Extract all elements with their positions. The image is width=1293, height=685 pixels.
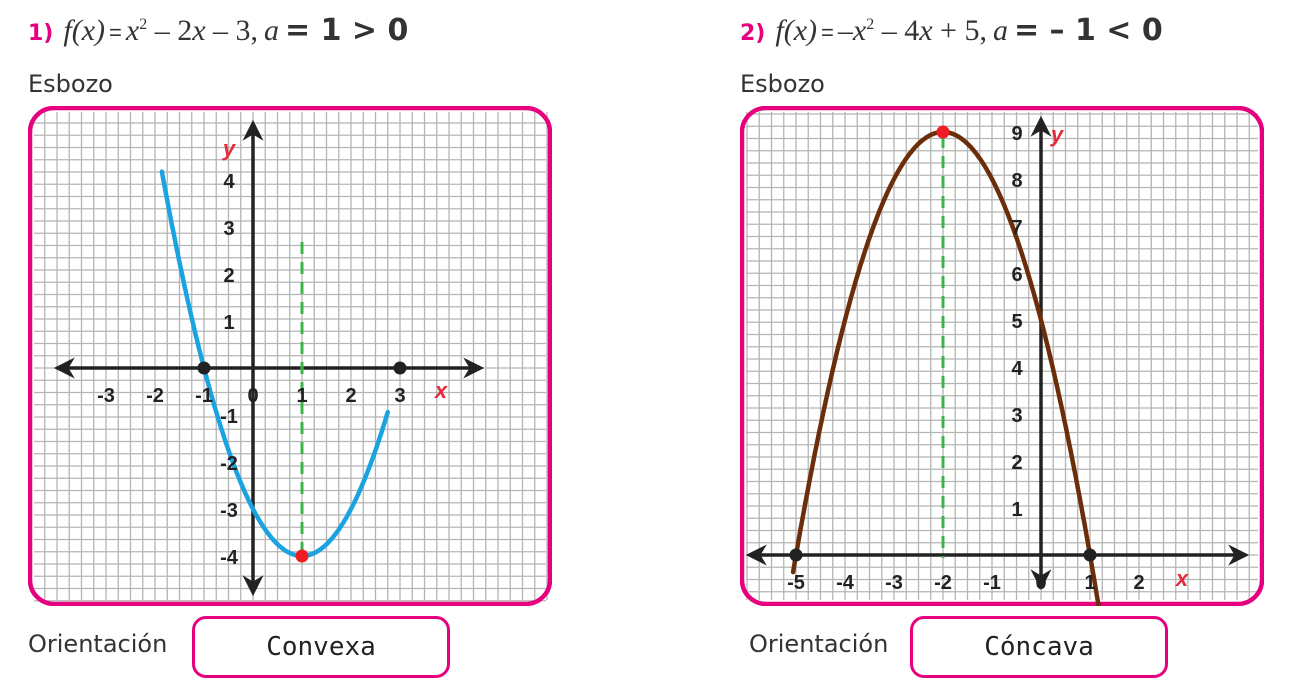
x-tick-label: -1 [195,385,213,407]
problem-number: 2) [740,21,766,46]
y-tick-label: 2 [1011,452,1022,474]
problem-2-panel: 2) f(x) = –x2 – 4x + 5, a = – 1 < 0 Esbozo -5… [712,0,1293,685]
parabola-curve [159,169,391,559]
y-tick-label: 1 [1011,499,1022,521]
grid [34,112,548,602]
y-tick-label: 6 [1011,264,1022,286]
vertex-point [936,125,950,139]
orientation-label: Orientación [749,630,889,658]
y-tick-label: -4 [220,547,239,569]
y-tick-label: 4 [223,171,235,193]
x-tick-label: 2 [345,385,356,407]
y-tick-label: 2 [223,265,234,287]
root-point [1083,548,1097,562]
y-tick-label: 3 [223,218,234,240]
function-name: f(x) [775,14,818,47]
x-axis-label: x [434,378,448,403]
x-tick-label: 2 [1133,572,1144,594]
x-tick-label: 0 [1035,572,1046,594]
orientation-label: Orientación [28,630,168,658]
y-tick-label: -1 [220,406,238,428]
orientation-answer-box: Convexa [192,616,450,678]
x-tick-label: -1 [983,572,1001,594]
problem-1-title: 1) f(x) = x2 – 2x – 3, a = 1 > 0 [28,2,408,57]
y-tick-label: 9 [1011,123,1022,145]
function-name: f(x) [63,14,106,47]
y-tick-label: 8 [1011,170,1022,192]
grid [746,112,1258,600]
x-axis-label: x [1175,566,1189,591]
vertex-point [295,549,309,563]
sketch-label: Esbozo [28,70,113,98]
y-tick-label: 3 [1011,405,1022,427]
x-tick-label: -3 [885,572,903,594]
equals-sign: = [109,20,122,45]
x-tick-label: -5 [787,572,805,594]
problem-1-panel: 1) f(x) = x2 – 2x – 3, a = 1 > 0 Esbozo -3 -2-… [0,0,620,685]
y-axis-label: y [1050,122,1065,147]
y-tick-label: -2 [220,453,238,475]
parabola-graph-1: -3 -2 -1 0 1 2 3 4 3 2 1 -1 -2 -3 -4 x y [28,106,552,606]
sketch-label: Esbozo [740,70,825,98]
y-tick-label: 1 [223,312,234,334]
function-expression: x2 – 2x – 3, [125,14,259,47]
root-point [789,548,803,562]
x-tick-label: 3 [394,385,405,407]
y-tick-label: 5 [1011,311,1022,333]
graph-frame [740,106,1264,606]
equals-sign: = [821,20,834,45]
a-condition: = 1 > 0 [285,13,409,48]
y-tick-label: 4 [1011,358,1023,380]
x-tick-label: -2 [146,385,164,407]
x-tick-label: -4 [836,572,855,594]
orientation-answer-box: Cóncava [910,616,1168,678]
graph-frame [28,106,552,606]
y-axis-label: y [222,136,237,161]
y-tick-label: 7 [1011,217,1022,239]
problem-number: 1) [28,21,54,46]
x-tick-label: -3 [97,385,115,407]
root-point [197,361,211,375]
a-coefficient-label: a [992,14,1008,47]
root-point [393,361,407,375]
x-tick-label: 1 [1084,572,1095,594]
a-coefficient-label: a [264,14,280,47]
x-tick-label: 1 [296,385,307,407]
problem-2-title: 2) f(x) = –x2 – 4x + 5, a = – 1 < 0 [740,2,1163,57]
x-tick-label: 0 [247,385,258,407]
a-condition: = – 1 < 0 [1013,13,1163,48]
function-expression: –x2 – 4x + 5, [837,14,987,47]
x-tick-label: -2 [934,572,952,594]
parabola-graph-2: -5 -4 -3 -2 -1 0 1 2 9 8 7 6 5 4 3 2 1 x y [740,106,1264,606]
y-tick-label: -3 [220,500,238,522]
